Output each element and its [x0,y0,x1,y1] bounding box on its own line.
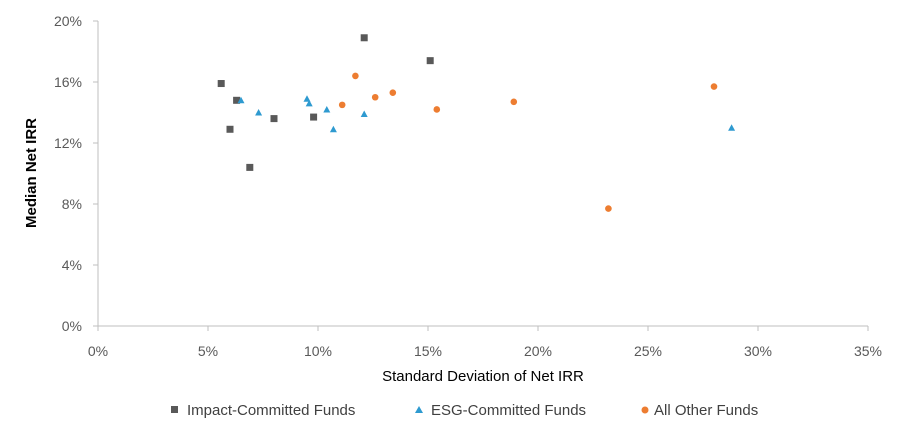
y-tick-label: 16% [54,74,82,90]
y-tick-label: 0% [62,318,82,334]
all-other-funds-point [510,98,518,106]
esg-committed-point [303,95,311,102]
impact-committed-point [233,96,241,104]
x-axis-title: Standard Deviation of Net IRR [382,368,584,385]
all-other-funds-point [605,205,612,212]
legend-label-esg: ESG-Committed Funds [431,402,586,419]
x-tick-labels: 0% 5% 10% 15% 20% 25% 30% 35% [88,343,882,359]
x-tick-label: 35% [854,343,882,359]
impact-committed-point [246,163,254,171]
legend-item-impact: Impact-Committed Funds [171,402,355,419]
all-other-funds-point [710,83,718,90]
esg-committed-point [255,109,263,116]
legend-label-other: All Other Funds [654,402,758,419]
all-other-funds-point [433,106,441,113]
y-axis-title: Median Net IRR [23,118,40,228]
y-tick-marks [93,20,98,327]
x-tick-label: 10% [304,343,332,359]
y-tick-label: 20% [54,13,82,29]
x-tick-label: 15% [414,343,442,359]
data-points [217,34,736,212]
esg-committed-point [323,105,331,113]
y-tick-label: 4% [62,257,82,273]
all-other-funds-point [389,89,397,96]
all-other-funds-point [352,72,359,80]
x-tick-label: 25% [634,343,662,359]
y-tick-label: 8% [62,196,82,212]
impact-committed-point [426,57,434,65]
legend-triangle-marker [415,406,423,413]
impact-committed-point [217,80,225,88]
esg-committed-point [728,124,736,131]
legend-square-marker [171,406,178,413]
esg-committed-point [305,99,313,107]
legend-label-impact: Impact-Committed Funds [187,402,355,419]
esg-committed-point [237,96,245,104]
all-other-funds-point [371,93,379,101]
impact-committed-point [360,34,368,42]
impact-committed-point [310,113,318,121]
impact-committed-point [270,115,278,123]
legend-item-other: All Other Funds [641,402,758,419]
legend: Impact-Committed Funds ESG-Committed Fun… [171,402,758,419]
x-tick-label: 5% [198,343,218,359]
x-tick-label: 0% [88,343,108,359]
y-tick-labels: 0% 4% 8% 12% 16% 20% [54,13,82,334]
legend-circle-marker [641,406,649,414]
impact-committed-point [226,125,234,133]
axes [97,21,868,327]
y-tick-label: 12% [54,135,82,151]
all-other-funds-point [338,101,346,109]
x-tick-label: 20% [524,343,552,359]
legend-item-esg: ESG-Committed Funds [415,402,586,419]
esg-committed-point [329,125,337,133]
esg-committed-point [360,110,368,118]
x-tick-marks [97,326,869,331]
x-tick-label: 30% [744,343,772,359]
